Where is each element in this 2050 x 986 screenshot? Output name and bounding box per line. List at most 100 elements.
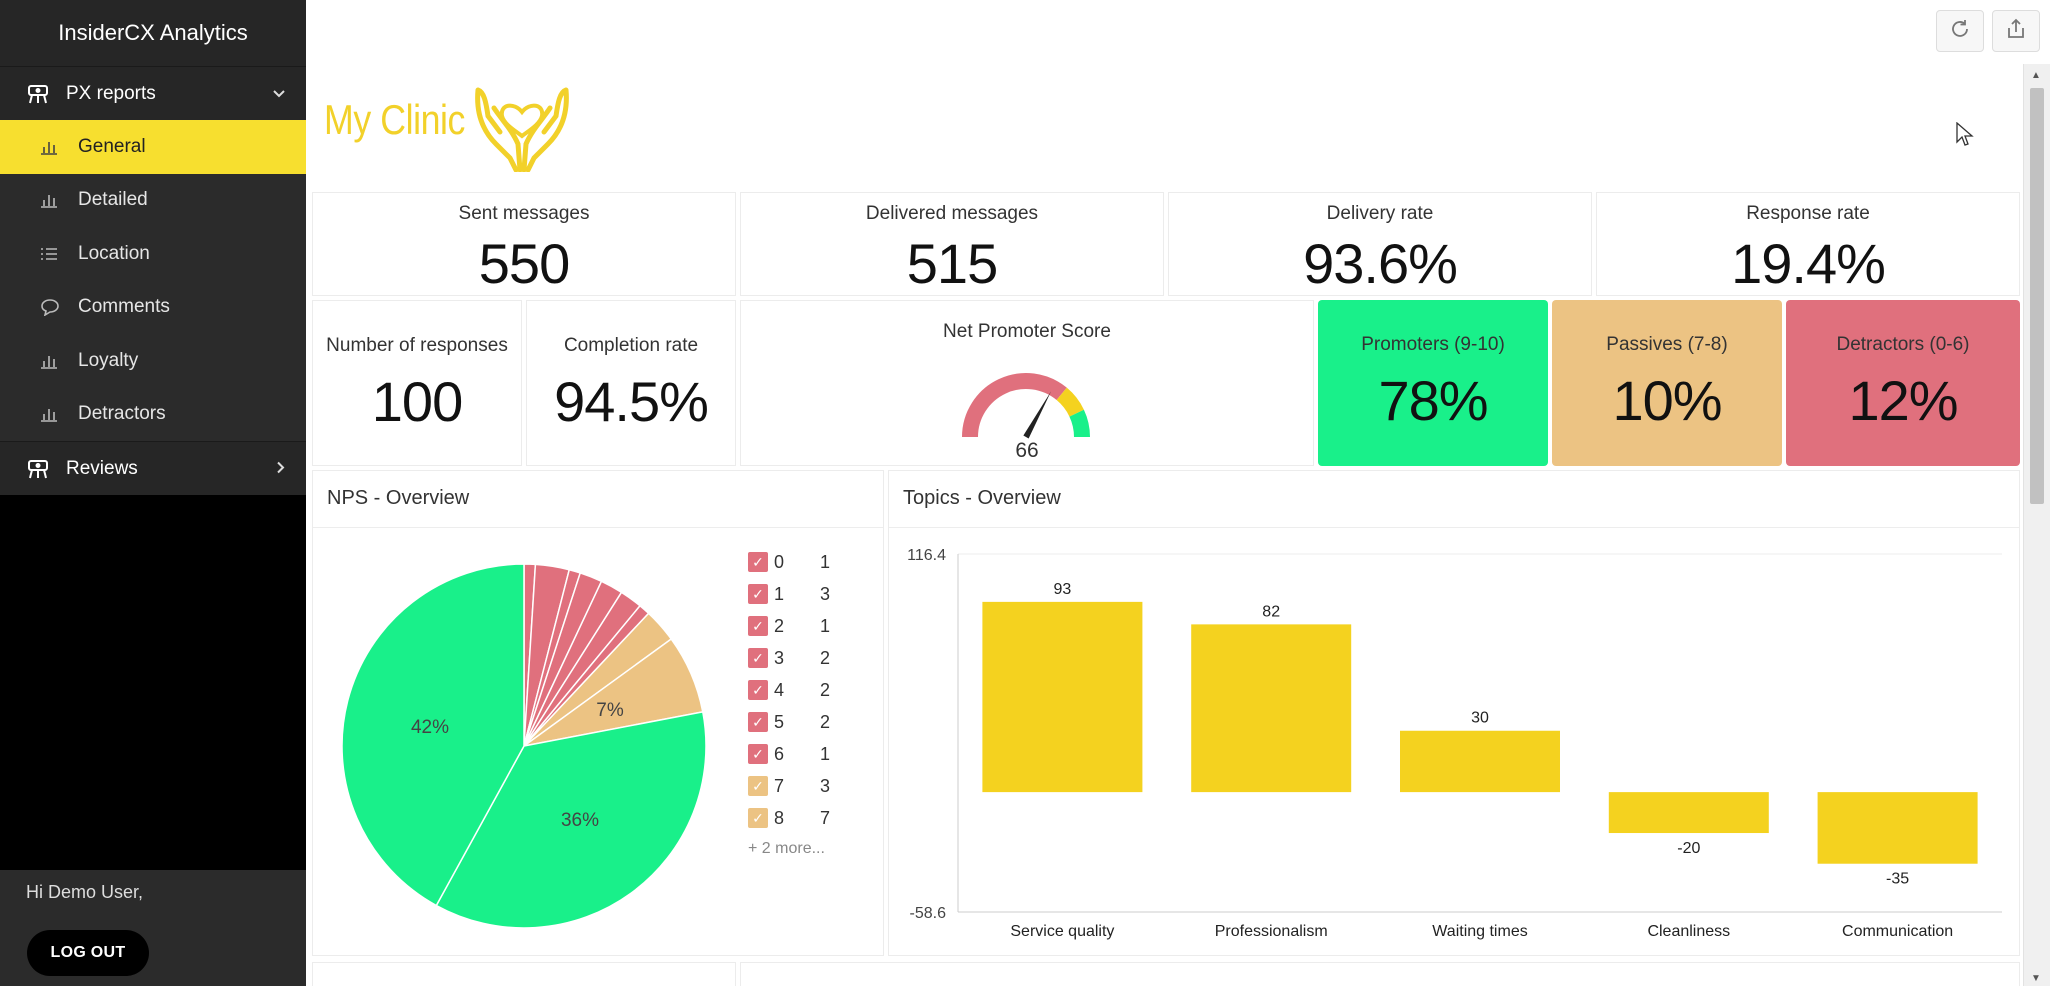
legend-checkbox[interactable]: ✓ [748,552,768,572]
gauge-segment [1056,387,1084,417]
pie-slice-9[interactable] [435,711,707,929]
legend-checkbox[interactable]: ✓ [748,648,768,668]
legend-checkbox[interactable]: ✓ [748,744,768,764]
legend-checkbox[interactable]: ✓ [748,680,768,700]
clinic-logo-text: My Clinic [324,96,465,143]
sidebar-item-label: Detractors [78,403,166,425]
y-tick-label: -58.6 [910,905,947,922]
app-title: InsiderCX Analytics [0,0,306,66]
legend-count: 2 [820,647,831,668]
legend-count: 3 [820,775,831,796]
kpi-value: 93.6% [1303,232,1458,295]
toolbar [306,0,2050,64]
legend-count: 1 [820,743,831,764]
legend-checkbox[interactable]: ✓ [748,616,768,636]
legend-count: 7 [820,807,831,828]
kpi-delivery-rate: Delivery rate 93.6% [1168,192,1592,296]
sidebar-item-label: General [78,135,146,157]
topics-bar-chart: 116.4 -58.6 93 Service quality 82 Professiona… [907,547,2002,940]
legend-more-link[interactable]: + 2 more... [748,840,825,857]
scroll-up-icon[interactable]: ▲ [2031,70,2041,81]
refresh-icon [1949,18,1971,45]
legend-item[interactable]: ✓ 1 3 [748,582,830,606]
gauge-needle [1023,391,1052,439]
lower-card-right [740,962,2020,986]
divider [313,527,883,528]
bar-0[interactable] [982,601,1143,793]
legend-label: 2 [774,615,785,636]
kpi-sent-messages: Sent messages 550 [312,192,736,296]
kpi-value: 19.4% [1731,232,1886,295]
refresh-button[interactable] [1936,10,1984,52]
nps-gauge [962,373,1090,439]
legend-count: 1 [820,615,831,636]
scroll-thumb[interactable] [2030,88,2044,504]
legend-item[interactable]: ✓ 7 3 [748,774,830,798]
x-tick-label: Professionalism [1215,923,1328,940]
pie-slice-label: 42% [411,717,449,738]
legend-count: 2 [820,679,831,700]
sidebar-group-reviews[interactable]: Reviews [0,441,306,495]
x-tick-label: Communication [1842,923,1953,940]
kpi-label: Net Promoter Score [943,321,1111,342]
scrollbar[interactable]: ▲ ▼ [2023,64,2050,986]
award-icon [26,459,50,479]
bar-chart-icon [40,353,64,369]
legend-item[interactable]: ✓ 5 2 [748,710,830,734]
legend-label: 5 [774,711,785,732]
sidebar-item-loyalty[interactable]: Loyalty [0,334,306,388]
user-greeting: Hi Demo User, [26,882,144,902]
legend-item[interactable]: ✓ 3 2 [748,646,830,670]
sidebar-item-comments[interactable]: Comments [0,280,306,334]
legend-item[interactable]: ✓ 2 1 [748,614,830,638]
sidebar-item-location[interactable]: Location [0,227,306,281]
legend-count: 1 [820,551,831,572]
bar-chart-icon [40,406,64,423]
export-button[interactable] [1992,10,2040,52]
kpi-value: 10% [1612,369,1722,432]
pie-slice-label: 36% [561,810,599,831]
lower-card-left [312,962,736,986]
divider [889,527,2019,528]
mouse-pointer-icon [1956,121,1974,153]
legend-item[interactable]: ✓ 6 1 [748,742,830,766]
kpi-label: Detractors (0-6) [1836,334,1970,355]
kpi-delivered-messages: Delivered messages 515 [740,192,1164,296]
legend-label: 0 [774,551,785,572]
scroll-down-icon[interactable]: ▼ [2031,973,2041,984]
y-tick-label: 116.4 [907,547,946,564]
sidebar-item-detractors[interactable]: Detractors [0,387,306,441]
legend-checkbox[interactable]: ✓ [748,712,768,732]
kpi-response-rate: Response rate 19.4% [1596,192,2020,296]
x-tick-label: Service quality [1010,923,1114,940]
gauge-segment [962,373,1067,438]
bar-1[interactable] [1191,624,1352,793]
bar-4[interactable] [1817,792,1978,864]
legend-checkbox[interactable]: ✓ [748,584,768,604]
list-icon [40,246,64,262]
kpi-value: 550 [478,232,570,295]
x-tick-label: Cleanliness [1647,923,1730,940]
award-icon [26,84,50,104]
bar-3[interactable] [1608,792,1769,834]
sidebar-item-detailed[interactable]: Detailed [0,173,306,227]
legend-item[interactable]: ✓ 4 2 [748,678,830,702]
kpi-completion-rate: Completion rate 94.5% [526,300,736,466]
sidebar-group-px-reports[interactable]: PX reports [0,66,306,120]
nps-gauge-card: Net Promoter Score 66 [740,300,1314,466]
sidebar-group-label: Reviews [66,457,138,479]
logout-button[interactable]: LOG OUT [27,930,149,976]
legend-label: 3 [774,647,785,668]
sidebar-item-label: Location [78,242,150,264]
legend-checkbox[interactable]: ✓ [748,776,768,796]
gauge-segment [1069,409,1090,438]
legend-item[interactable]: ✓ 0 1 [748,550,830,574]
legend-checkbox[interactable]: ✓ [748,808,768,828]
bar-2[interactable] [1400,730,1560,793]
legend-item[interactable]: ✓ 8 7 [748,806,830,830]
pie-slice-10[interactable] [341,563,525,907]
kpi-label: Sent messages [458,203,590,224]
bar-value-label: -20 [1677,840,1700,857]
sidebar-item-general[interactable]: General [0,120,306,174]
sidebar-item-label: Loyalty [78,349,139,371]
